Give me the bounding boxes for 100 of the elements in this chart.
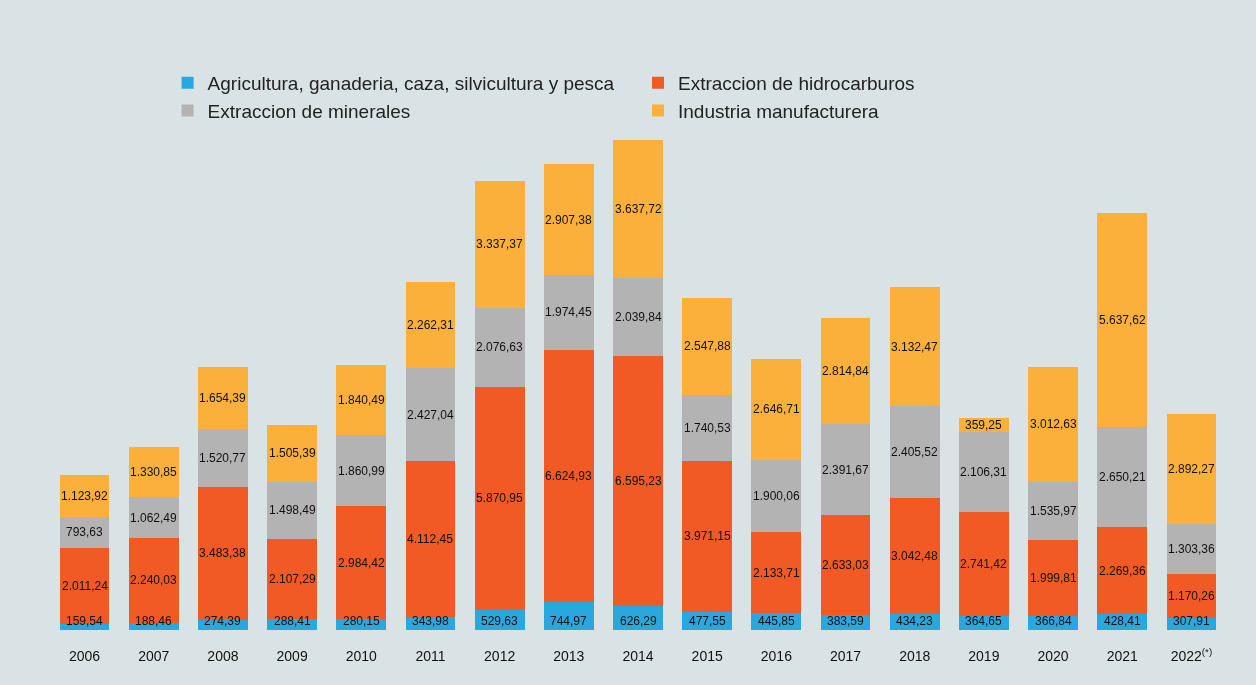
bar — [682, 460, 733, 612]
data-label: 626,29 — [620, 614, 658, 628]
bar — [405, 460, 456, 617]
data-label: 2.076,63 — [476, 340, 524, 354]
x-tick-label: 2020 — [1037, 648, 1069, 664]
data-label: 1.123,92 — [61, 489, 109, 503]
x-tick-label: 2016 — [760, 648, 793, 664]
data-label: 1.303,36 — [1168, 542, 1216, 556]
x-tick-label: 2018 — [899, 648, 931, 664]
x-tick-label: 2019 — [968, 648, 1000, 664]
legend-label: Extraccion de minerales — [207, 100, 411, 122]
x-tick-label: 2022$^{(*)}$ — [1170, 646, 1213, 664]
bar — [1166, 414, 1217, 525]
x-tick-label: 2012 — [484, 648, 516, 664]
data-label: 343,98 — [412, 614, 450, 628]
legend-label: Industria manufacturera — [678, 100, 880, 122]
data-label: 366,84 — [1035, 614, 1073, 628]
data-label: 1.900,06 — [753, 489, 801, 503]
data-label: 2.133,71 — [753, 566, 801, 580]
x-tick-label: 2013 — [553, 648, 585, 664]
bar — [336, 365, 387, 436]
bar — [267, 482, 318, 539]
bar — [1097, 212, 1148, 427]
data-label: 2.405,52 — [891, 445, 939, 459]
bar — [1028, 481, 1078, 541]
bar — [958, 511, 1009, 617]
data-label: 2.262,31 — [407, 318, 455, 332]
data-label: 2.391,67 — [822, 463, 870, 477]
data-label: 3.637,72 — [615, 202, 663, 216]
x-tick-label: 2008 — [207, 648, 239, 664]
bar — [474, 307, 525, 387]
x-tick-label: 2006 — [69, 648, 101, 664]
data-label: 359,25 — [965, 418, 1003, 432]
bar — [820, 515, 871, 616]
data-label: 383,59 — [827, 614, 865, 628]
data-label: 3.337,37 — [476, 237, 524, 251]
x-tick-label: 2021 — [1106, 648, 1139, 664]
data-label: 744,97 — [550, 614, 588, 628]
data-label: 1.840,49 — [338, 393, 386, 407]
bar — [543, 274, 594, 350]
data-label: 1.170,26 — [1168, 589, 1216, 603]
data-label: 2.039,84 — [615, 310, 663, 324]
data-label: 1.999,81 — [1030, 571, 1078, 585]
data-label: 3.042,48 — [891, 549, 939, 563]
data-label: 2.107,29 — [269, 572, 317, 586]
data-label: 307,91 — [1173, 614, 1211, 628]
data-label: 2.646,71 — [753, 402, 801, 416]
data-label: 1.860,99 — [338, 464, 386, 478]
bar — [267, 424, 318, 483]
x-tick-label: 2014 — [622, 648, 654, 664]
x-tick-label: 2010 — [345, 648, 378, 664]
bar — [1097, 426, 1148, 528]
bar — [682, 394, 733, 461]
legend-label: Extraccion de hidrocarburos — [678, 73, 915, 95]
bar — [543, 164, 594, 275]
bar — [1028, 540, 1078, 617]
data-label: 2.547,88 — [684, 339, 732, 353]
data-label: 3.971,15 — [684, 529, 732, 543]
data-label: 1.740,53 — [684, 421, 732, 435]
data-label: 2.814,84 — [822, 364, 870, 378]
bar — [751, 359, 802, 460]
bar — [889, 497, 940, 614]
x-tick-label: 2007 — [138, 648, 170, 664]
data-label: 2.240,03 — [130, 573, 178, 587]
data-label: 434,23 — [896, 614, 934, 628]
bar — [405, 368, 456, 461]
data-label: 1.520,77 — [199, 451, 247, 465]
data-label: 2.650,21 — [1099, 470, 1147, 484]
data-label: 445,85 — [758, 614, 796, 628]
data-label: 2.011,24 — [62, 579, 109, 593]
bar — [613, 139, 663, 279]
data-label: 3.012,63 — [1030, 417, 1078, 431]
data-label: 2.269,36 — [1099, 564, 1147, 578]
data-label: 2.892,27 — [1168, 462, 1216, 476]
data-label: 6.595,23 — [615, 474, 663, 488]
data-label: 3.483,38 — [199, 546, 247, 560]
bar — [474, 386, 525, 610]
data-label: 1.505,39 — [269, 446, 317, 460]
bar — [1028, 367, 1078, 482]
data-label: 1.654,39 — [199, 391, 247, 405]
bar — [1097, 527, 1148, 614]
bar — [336, 435, 387, 506]
data-label: 364,65 — [965, 614, 1003, 628]
data-label: 5.870,95 — [476, 491, 524, 505]
data-label: 2.907,38 — [545, 213, 593, 227]
bar — [198, 366, 248, 430]
bar — [751, 531, 802, 614]
bar — [543, 349, 594, 602]
bar — [682, 297, 733, 395]
data-label: 2.106,31 — [960, 465, 1008, 479]
bar — [820, 424, 871, 516]
bar — [613, 278, 663, 356]
bar — [889, 406, 940, 498]
data-label: 428,41 — [1104, 614, 1142, 628]
x-tick-label: 2017 — [829, 648, 862, 664]
data-label: 1.062,49 — [130, 511, 178, 525]
data-label: 477,55 — [689, 614, 727, 628]
legend-label: Agricultura, ganaderia, caza, silvicultura y pesca — [207, 73, 615, 95]
data-label: 4.112,45 — [407, 532, 454, 546]
data-label: 2.984,42 — [338, 556, 386, 570]
